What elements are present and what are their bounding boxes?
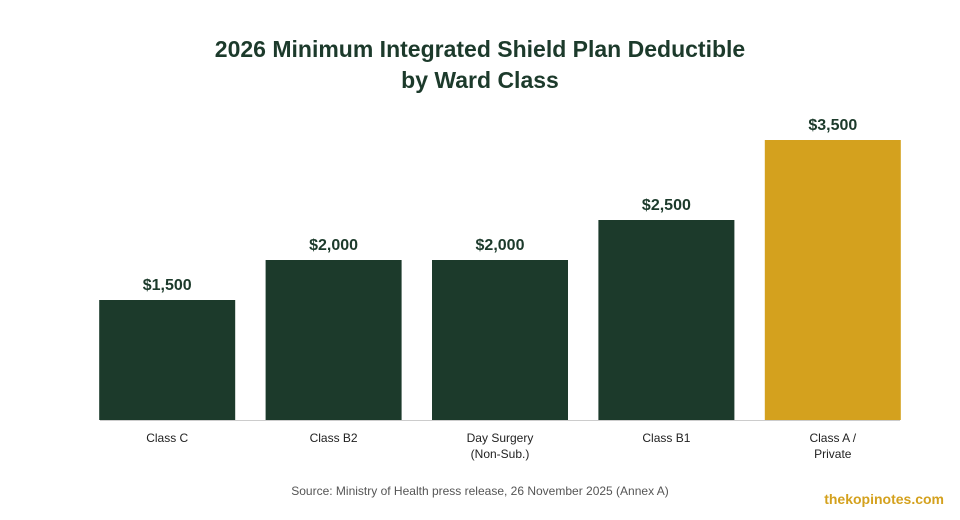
value-label-2: $2,000 <box>309 237 358 254</box>
bar-5 <box>764 140 901 420</box>
bar-4 <box>598 220 735 420</box>
category-label-1: Class C <box>146 431 188 445</box>
bar-chart: $1,500 Class C $2,000 Class B2 $2,000 Day Sur… <box>99 117 901 461</box>
value-label-1: $1,500 <box>143 277 192 294</box>
bar-3 <box>432 260 568 420</box>
value-label-5: $3,500 <box>808 117 857 134</box>
category-label-4: Class B1 <box>642 431 690 445</box>
value-label-3: $2,000 <box>476 237 525 254</box>
chart-title-line-2: by Ward Class <box>401 67 559 93</box>
watermark: thekopinotes.com <box>824 491 944 507</box>
category-label-3: Day Surgery (Non-Sub.) <box>467 431 534 461</box>
bar-2 <box>265 260 402 420</box>
bar-1 <box>99 300 236 420</box>
category-label-2: Class B2 <box>310 431 358 445</box>
chart-title-line-1: 2026 Minimum Integrated Shield Plan Dedu… <box>214 36 746 62</box>
source-note: Source: Ministry of Health press release… <box>291 484 669 498</box>
category-label-5: Class A / Private <box>809 431 856 461</box>
chart-title: 2026 Minimum Integrated Shield Plan Dedu… <box>0 34 960 96</box>
value-label-4: $2,500 <box>642 197 691 214</box>
